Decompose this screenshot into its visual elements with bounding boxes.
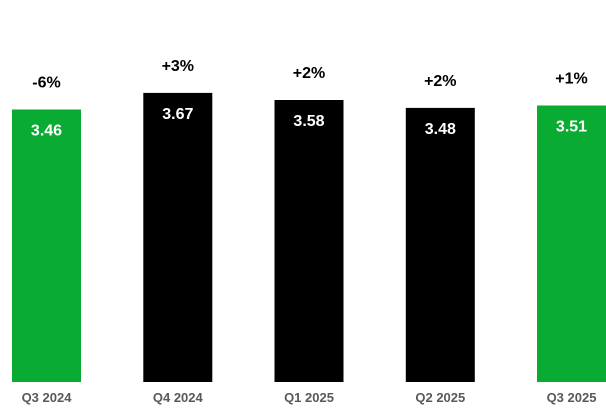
bar: [143, 92, 213, 383]
bar: [12, 109, 81, 382]
bar-group-q3-2024: 3.46 -6% Q3 2024: [12, 75, 81, 405]
x-tick-label: Q3 2024: [22, 390, 73, 405]
bar-change-label: +2%: [424, 73, 456, 90]
bar-value-label: 3.67: [162, 106, 193, 123]
bar: [274, 100, 344, 382]
x-tick-label: Q3 2025: [547, 390, 597, 405]
bar-value-label: 3.58: [293, 113, 324, 130]
bar-group-q3-2025: 3.51 +1% Q3 2025: [537, 71, 606, 405]
x-tick-label: Q2 2025: [415, 390, 465, 405]
bar-value-label: 3.48: [425, 121, 456, 138]
bar: [537, 105, 606, 382]
bar-change-label: +1%: [555, 71, 587, 88]
x-tick-label: Q4 2024: [153, 390, 204, 405]
bar-change-label: -6%: [32, 75, 60, 92]
bar-group-q1-2025: 3.58 +2% Q1 2025: [274, 65, 344, 405]
bar-change-label: +2%: [293, 65, 325, 82]
x-tick-label: Q1 2025: [284, 390, 334, 405]
bar-change-label: +3%: [162, 58, 194, 75]
bar-group-q4-2024: 3.67 +3% Q4 2024: [143, 58, 213, 405]
bar-group-q2-2025: 3.48 +2% Q2 2025: [405, 73, 475, 405]
bar-value-label: 3.51: [556, 119, 587, 136]
bar: [405, 107, 475, 383]
bar-value-label: 3.46: [31, 123, 62, 140]
